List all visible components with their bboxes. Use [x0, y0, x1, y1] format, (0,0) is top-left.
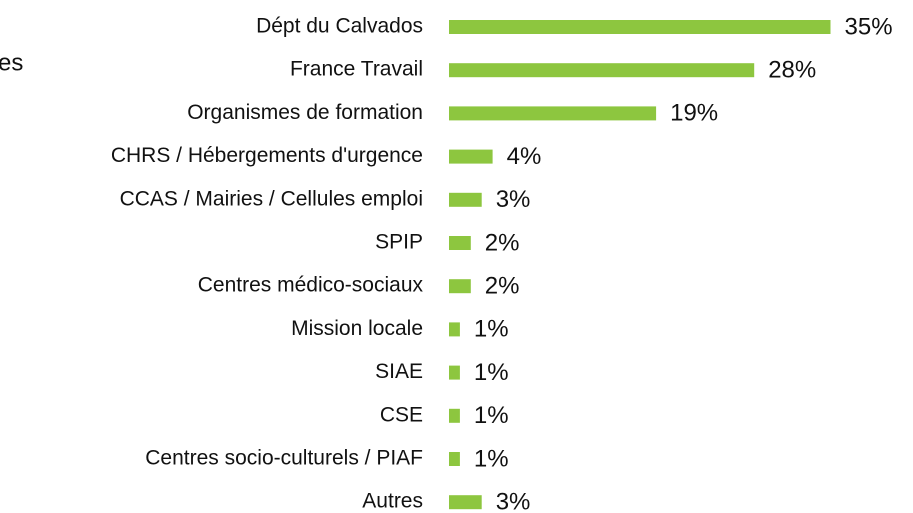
category-label: SIAE: [375, 360, 423, 383]
value-label: 3%: [496, 489, 531, 513]
value-label: 1%: [474, 316, 509, 343]
category-label: Dépt du Calvados: [256, 15, 423, 38]
bar: [449, 408, 460, 423]
category-label: Centres socio-culturels / PIAF: [145, 447, 423, 470]
value-label: 4%: [507, 143, 542, 170]
category-label: CHRS / Hébergements d'urgence: [111, 144, 423, 167]
category-label: SPIP: [375, 231, 423, 254]
bar: [449, 495, 482, 510]
category-label: France Travail: [290, 58, 423, 81]
bar: [449, 192, 482, 207]
bar: [449, 20, 831, 34]
value-label: 2%: [485, 229, 520, 256]
value-label: 28%: [768, 57, 816, 84]
bar: [449, 106, 657, 121]
value-label: 35%: [845, 13, 893, 40]
category-label: CSE: [380, 403, 423, 426]
bar: [449, 452, 460, 466]
annotation: es: [0, 49, 23, 76]
value-label: 3%: [496, 186, 531, 213]
value-label: 2%: [485, 273, 520, 300]
bar: [449, 149, 493, 164]
category-label: Autres: [362, 490, 423, 513]
category-label: Organismes de formation: [187, 101, 423, 124]
category-label: Centres médico-sociaux: [198, 274, 424, 297]
bar: [449, 236, 471, 250]
category-label: Mission locale: [291, 317, 423, 340]
value-label: 1%: [474, 402, 509, 429]
value-label: 1%: [474, 359, 509, 386]
bar: [449, 365, 460, 380]
value-label: 19%: [670, 100, 718, 127]
bar: [449, 279, 471, 294]
bar: [449, 63, 755, 78]
value-label: 1%: [474, 445, 509, 472]
bar: [449, 322, 460, 337]
category-label: CCAS / Mairies / Cellules emploi: [120, 187, 423, 210]
